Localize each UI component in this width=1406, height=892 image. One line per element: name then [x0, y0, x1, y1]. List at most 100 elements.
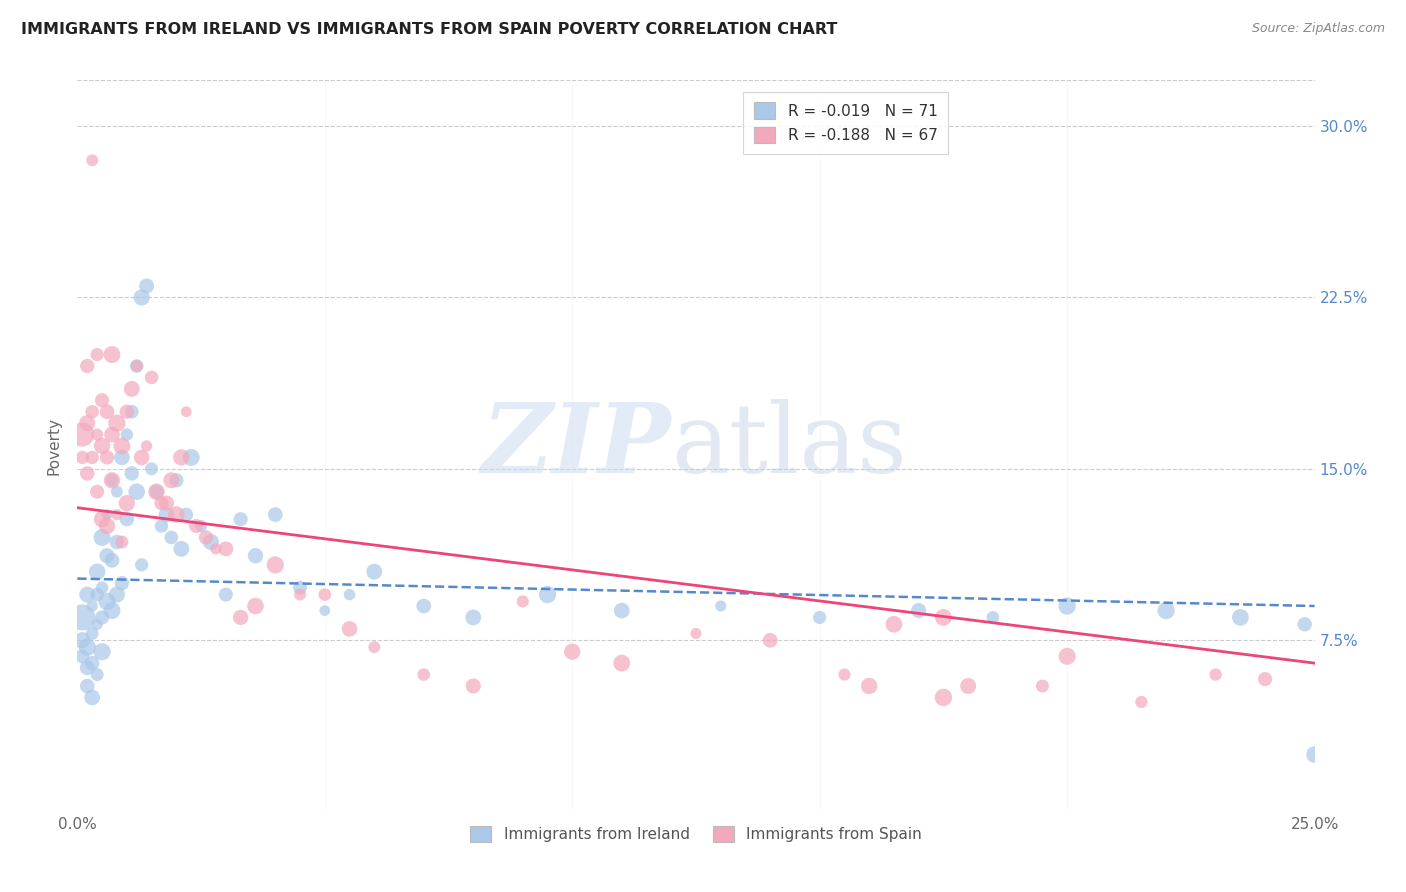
Point	[264, 558, 287, 572]
Point	[512, 594, 534, 608]
Point	[121, 467, 143, 481]
Point	[141, 462, 163, 476]
Point	[131, 290, 153, 304]
Point	[105, 416, 128, 430]
Point	[536, 588, 558, 602]
Point	[339, 588, 361, 602]
Point	[101, 427, 124, 442]
Point	[101, 604, 124, 618]
Point	[82, 405, 104, 419]
Point	[76, 416, 98, 430]
Point	[205, 541, 228, 556]
Point	[72, 649, 94, 664]
Point	[1229, 610, 1251, 624]
Point	[1056, 599, 1078, 613]
Point	[111, 535, 134, 549]
Point	[1254, 672, 1277, 686]
Point	[105, 588, 128, 602]
Point	[82, 690, 104, 705]
Point	[463, 610, 485, 624]
Point	[834, 667, 856, 681]
Point	[200, 535, 222, 549]
Point	[125, 484, 148, 499]
Text: ZIP: ZIP	[482, 399, 671, 493]
Point	[685, 626, 707, 640]
Point	[1303, 747, 1326, 762]
Point	[125, 359, 148, 373]
Point	[160, 473, 183, 487]
Point	[91, 512, 114, 526]
Point	[86, 667, 108, 681]
Point	[907, 604, 929, 618]
Point	[190, 519, 212, 533]
Point	[155, 496, 177, 510]
Point	[111, 439, 134, 453]
Point	[1130, 695, 1153, 709]
Point	[82, 626, 104, 640]
Point	[96, 519, 118, 533]
Point	[363, 565, 385, 579]
Point	[1294, 617, 1316, 632]
Point	[1056, 649, 1078, 664]
Point	[91, 393, 114, 408]
Point	[195, 530, 218, 544]
Point	[145, 484, 167, 499]
Point	[145, 484, 167, 499]
Point	[115, 496, 138, 510]
Point	[91, 610, 114, 624]
Point	[170, 541, 193, 556]
Point	[180, 450, 202, 465]
Point	[339, 622, 361, 636]
Point	[72, 450, 94, 465]
Point	[72, 610, 94, 624]
Legend: Immigrants from Ireland, Immigrants from Spain: Immigrants from Ireland, Immigrants from…	[461, 817, 931, 852]
Point	[1205, 667, 1227, 681]
Point	[115, 427, 138, 442]
Point	[155, 508, 177, 522]
Point	[86, 565, 108, 579]
Point	[86, 484, 108, 499]
Point	[96, 450, 118, 465]
Point	[245, 549, 267, 563]
Point	[82, 450, 104, 465]
Point	[229, 512, 252, 526]
Point	[76, 467, 98, 481]
Point	[215, 541, 238, 556]
Point	[165, 508, 187, 522]
Point	[101, 553, 124, 567]
Point	[76, 359, 98, 373]
Point	[174, 405, 197, 419]
Point	[72, 427, 94, 442]
Point	[86, 427, 108, 442]
Point	[76, 661, 98, 675]
Point	[957, 679, 980, 693]
Point	[105, 508, 128, 522]
Point	[314, 604, 336, 618]
Point	[131, 450, 153, 465]
Point	[229, 610, 252, 624]
Point	[72, 633, 94, 648]
Point	[111, 576, 134, 591]
Point	[215, 588, 238, 602]
Point	[105, 484, 128, 499]
Point	[101, 347, 124, 362]
Point	[1031, 679, 1053, 693]
Point	[121, 405, 143, 419]
Point	[125, 359, 148, 373]
Point	[883, 617, 905, 632]
Point	[86, 617, 108, 632]
Point	[91, 581, 114, 595]
Point	[710, 599, 733, 613]
Point	[141, 370, 163, 384]
Point	[96, 594, 118, 608]
Point	[91, 530, 114, 544]
Point	[135, 439, 157, 453]
Point	[91, 645, 114, 659]
Point	[82, 656, 104, 670]
Point	[86, 588, 108, 602]
Point	[288, 581, 311, 595]
Point	[86, 347, 108, 362]
Point	[412, 599, 434, 613]
Point	[932, 610, 955, 624]
Point	[808, 610, 831, 624]
